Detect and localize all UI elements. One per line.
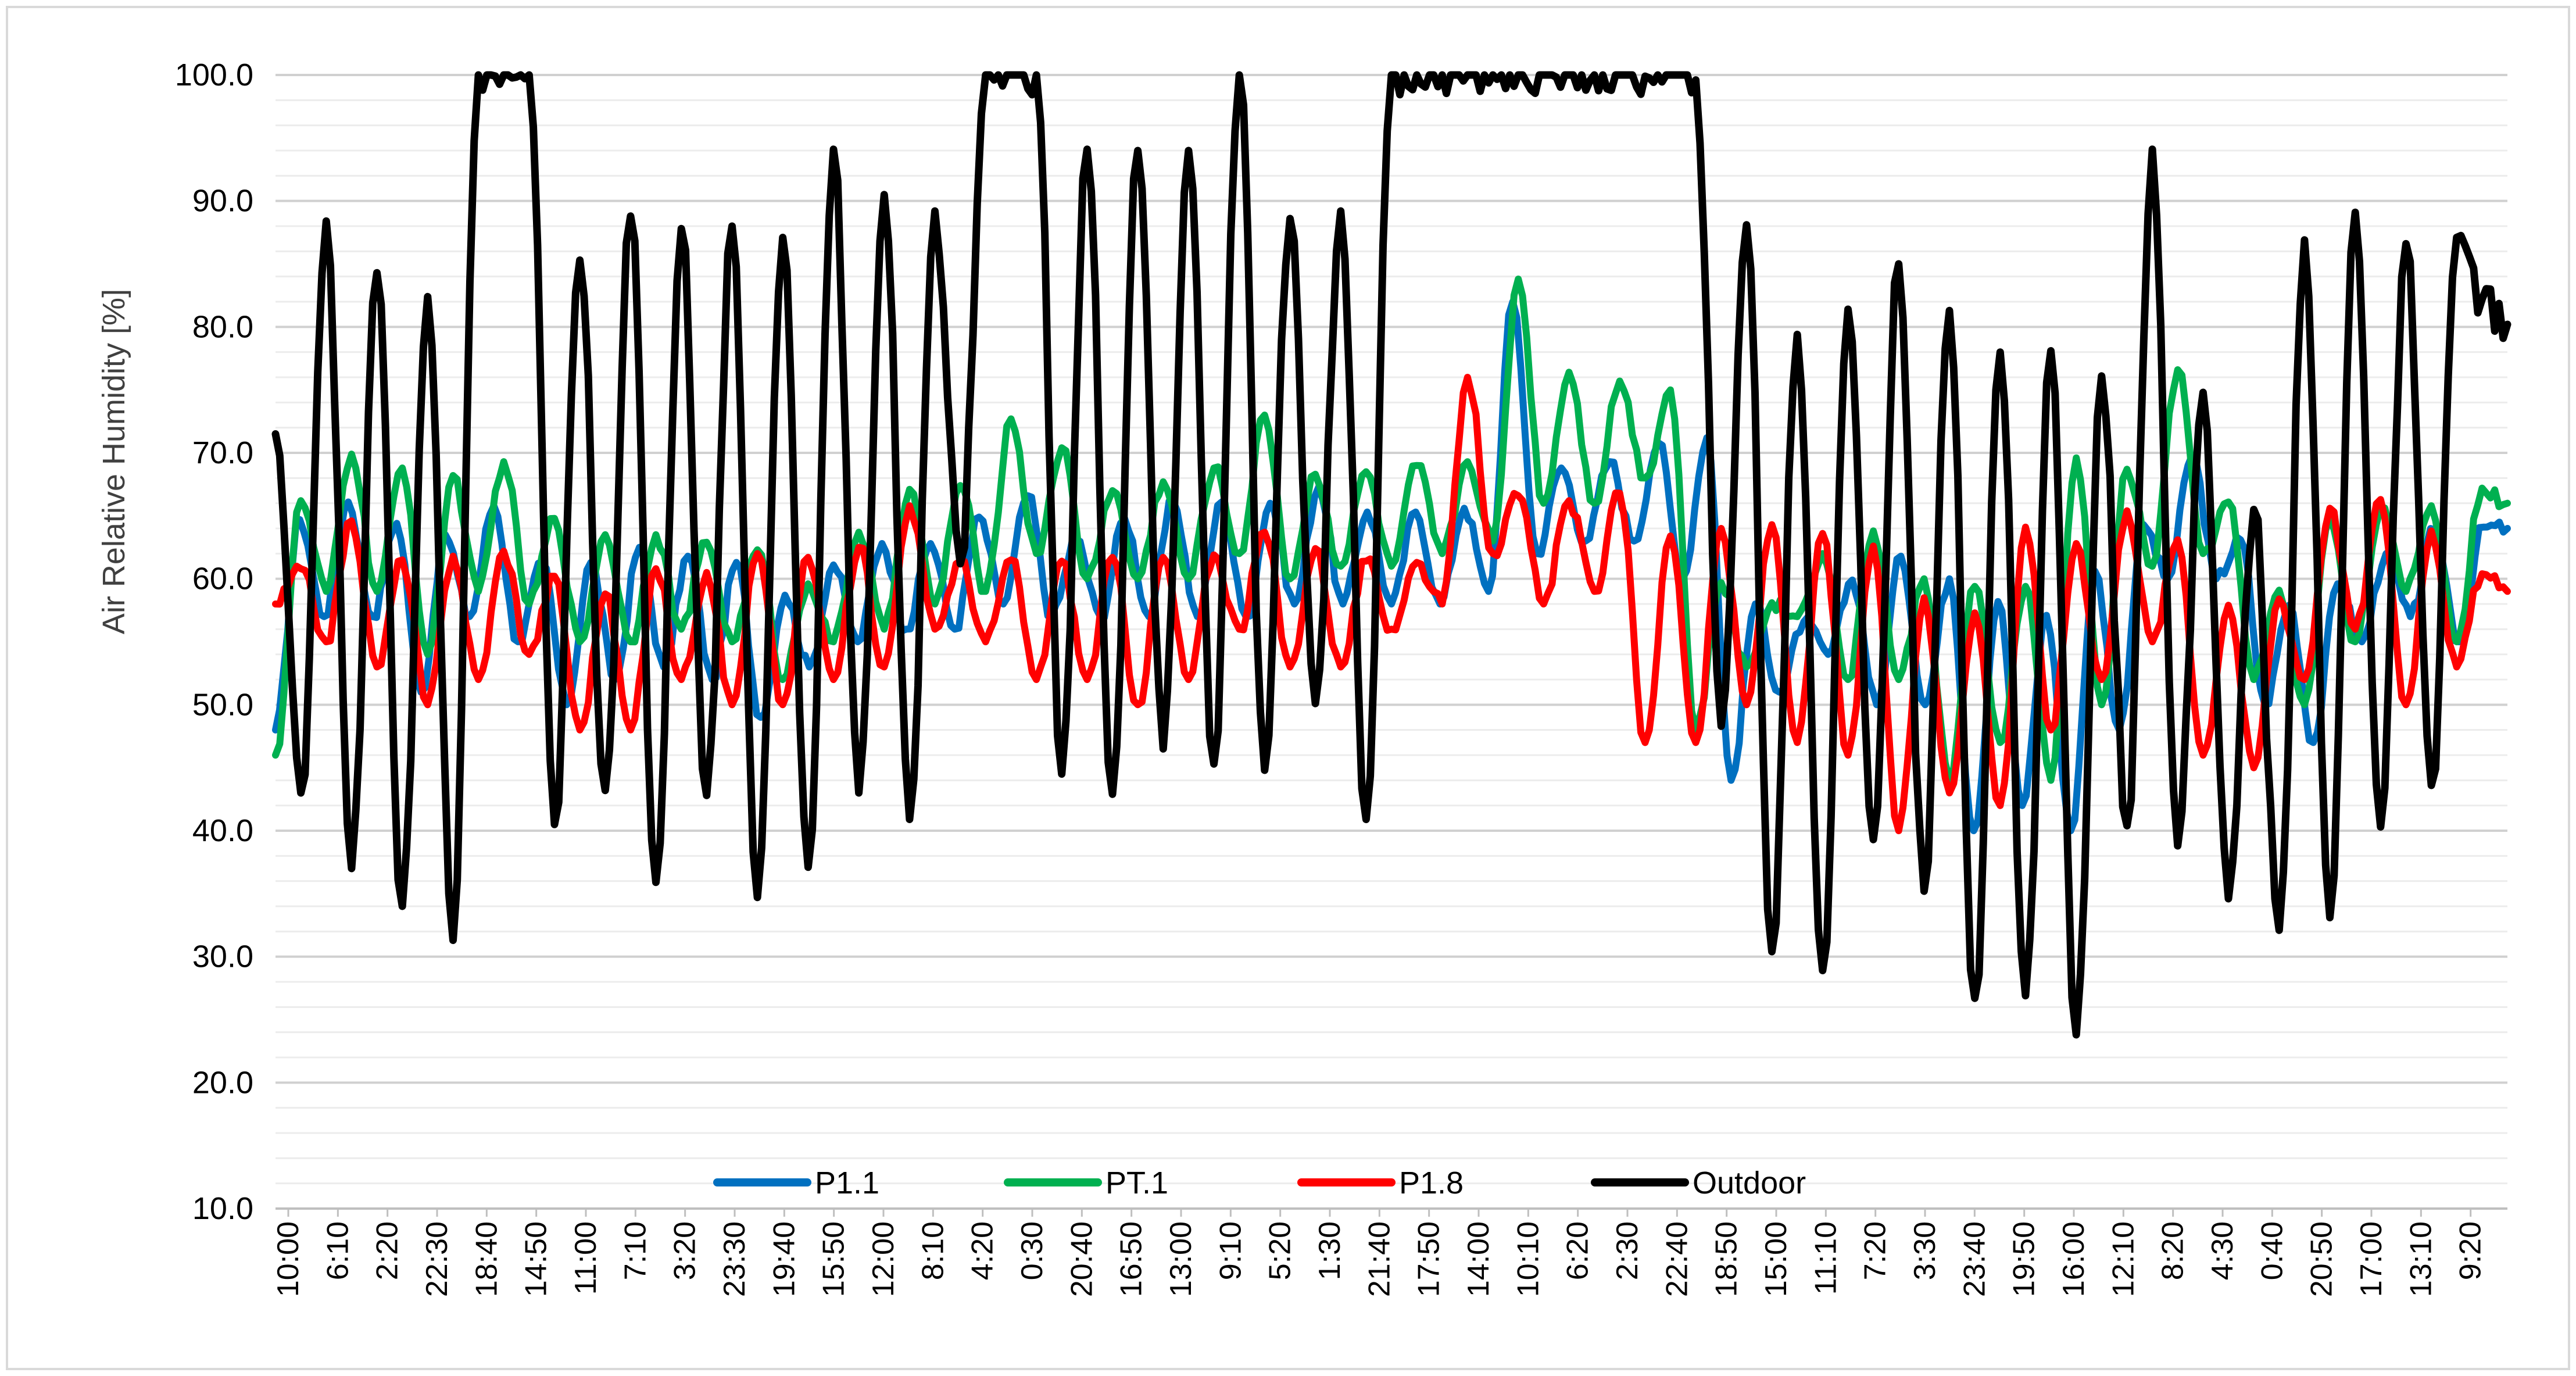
- legend: P1.1 PT.1 P1.8 Outdoor: [713, 1166, 1806, 1200]
- x-tick-label: 11:00: [569, 1221, 603, 1295]
- x-tick-label: 4:30: [2206, 1221, 2239, 1280]
- x-tick-label: 0:40: [2255, 1221, 2289, 1280]
- x-tick-label: 21:40: [1362, 1221, 1396, 1297]
- y-tick-label: 40.0: [192, 813, 253, 848]
- x-tick-label: 15:00: [1759, 1221, 1793, 1297]
- x-tick-label: 16:50: [1115, 1221, 1149, 1297]
- x-tick-label: 7:10: [618, 1221, 652, 1280]
- x-tick-label: 2:20: [371, 1221, 405, 1280]
- x-tick-label: 23:30: [718, 1221, 752, 1297]
- y-axis-title: Air Relative Humidity [%]: [96, 289, 131, 634]
- x-tick-label: 7:20: [1859, 1221, 1892, 1280]
- x-tick-label: 9:20: [2454, 1221, 2488, 1280]
- x-tick-label: 13:10: [2404, 1221, 2438, 1297]
- x-tick-label: 22:40: [1660, 1221, 1694, 1297]
- y-tick-label: 70.0: [192, 435, 253, 470]
- x-tick-label: 20:40: [1065, 1221, 1099, 1297]
- x-tick-label: 6:20: [1561, 1221, 1595, 1280]
- x-tick-label: 4:20: [966, 1221, 1000, 1280]
- legend-label: P1.8: [1399, 1166, 1464, 1200]
- x-tick-label: 14:00: [1462, 1221, 1495, 1297]
- chart-frame: 10.0 20.0 30.0 40.0 50.0 60.0 70.0 80.0 90.0 100.…: [6, 6, 2570, 1370]
- x-tick-label: 8:10: [916, 1221, 950, 1280]
- x-tick-label: 19:50: [2008, 1221, 2041, 1297]
- y-tick-label: 80.0: [192, 309, 253, 344]
- x-axis-tick-labels: 10:00 6:10 2:20 22:30 18:40 14:50 11:00 7:10 3:2…: [271, 1209, 2488, 1297]
- x-tick-label: 8:20: [2156, 1221, 2190, 1280]
- y-tick-label: 20.0: [192, 1065, 253, 1100]
- legend-label: PT.1: [1105, 1166, 1168, 1200]
- x-tick-label: 5:20: [1264, 1221, 1297, 1280]
- x-tick-label: 18:50: [1710, 1221, 1744, 1297]
- x-tick-label: 1:30: [1313, 1221, 1347, 1280]
- humidity-line-chart: 10.0 20.0 30.0 40.0 50.0 60.0 70.0 80.0 90.0 100.…: [96, 58, 2511, 1297]
- x-tick-label: 9:10: [1214, 1221, 1247, 1280]
- y-tick-label: 50.0: [192, 687, 253, 722]
- x-tick-label: 13:00: [1164, 1221, 1198, 1297]
- x-tick-label: 10:10: [1511, 1221, 1545, 1297]
- legend-label: P1.1: [815, 1166, 879, 1200]
- x-tick-label: 12:10: [2106, 1221, 2140, 1297]
- x-tick-label: 15:50: [817, 1221, 851, 1297]
- x-tick-label: 18:40: [470, 1221, 503, 1297]
- y-axis-tick-labels: 10.0 20.0 30.0 40.0 50.0 60.0 70.0 80.0 90.0 100.…: [175, 58, 253, 1226]
- x-tick-label: 23:40: [1958, 1221, 1991, 1297]
- x-tick-label: 10:00: [271, 1221, 305, 1297]
- x-tick-label: 6:10: [321, 1221, 355, 1280]
- x-tick-label: 3:20: [668, 1221, 702, 1280]
- x-tick-label: 11:10: [1809, 1221, 1842, 1295]
- y-tick-label: 90.0: [192, 184, 253, 219]
- x-tick-label: 12:00: [867, 1221, 900, 1297]
- x-tick-label: 0:30: [1015, 1221, 1049, 1280]
- x-tick-label: 3:30: [1908, 1221, 1942, 1280]
- x-tick-label: 16:00: [2057, 1221, 2091, 1297]
- series-lines: [271, 71, 2511, 1039]
- y-tick-label: 60.0: [192, 562, 253, 596]
- x-tick-label: 17:00: [2355, 1221, 2388, 1297]
- x-tick-label: 14:50: [520, 1221, 553, 1297]
- x-tick-label: 17:50: [1412, 1221, 1446, 1297]
- x-tick-label: 22:30: [420, 1221, 454, 1297]
- x-tick-label: 20:50: [2305, 1221, 2339, 1297]
- legend-label: Outdoor: [1693, 1166, 1806, 1200]
- x-tick-label: 19:40: [767, 1221, 801, 1297]
- series-line-outdoor: [271, 71, 2511, 1039]
- y-tick-label: 100.0: [175, 58, 253, 92]
- x-tick-label: 2:30: [1611, 1221, 1644, 1280]
- y-tick-label: 30.0: [192, 939, 253, 974]
- y-tick-label: 10.0: [192, 1191, 253, 1226]
